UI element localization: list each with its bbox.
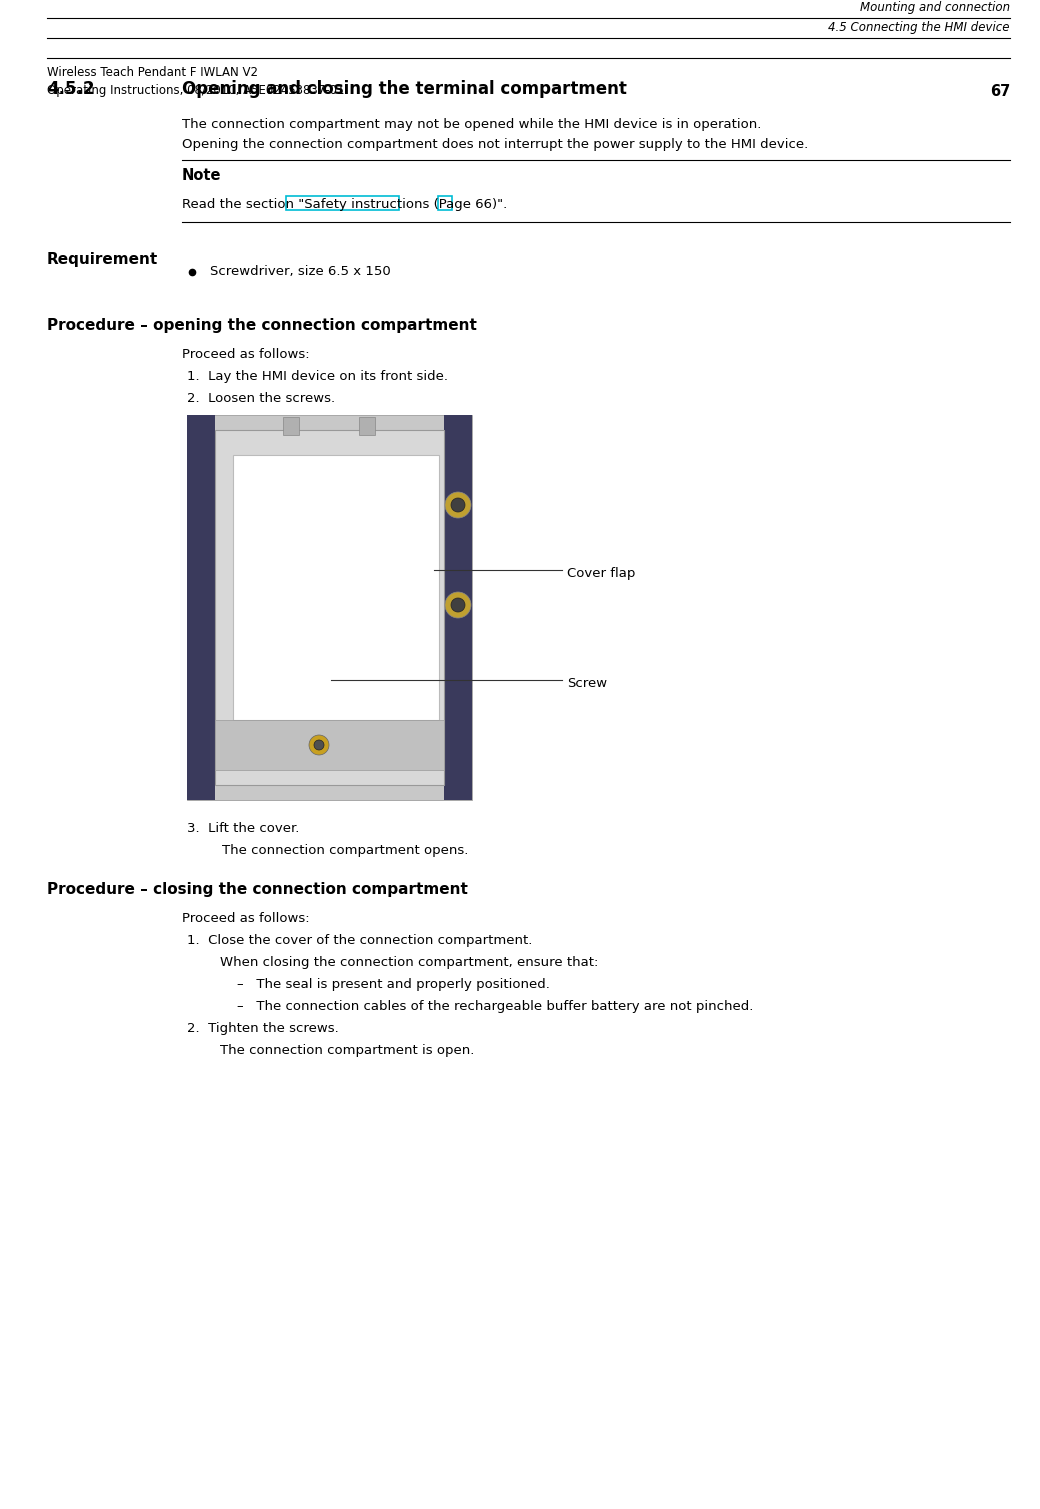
Text: The connection compartment is open.: The connection compartment is open.: [220, 1044, 474, 1056]
Text: 2.  Loosen the screws.: 2. Loosen the screws.: [187, 392, 335, 404]
Bar: [215, 720, 444, 770]
Text: Proceed as follows:: Proceed as follows:: [182, 349, 310, 361]
Bar: [283, 416, 300, 435]
Text: 1.  Lay the HMI device on its front side.: 1. Lay the HMI device on its front side.: [187, 370, 448, 383]
Bar: [215, 430, 444, 785]
Circle shape: [451, 598, 465, 613]
Bar: [187, 415, 472, 800]
Bar: [439, 196, 452, 210]
Text: Cover flap: Cover flap: [567, 567, 635, 579]
Text: Procedure – closing the connection compartment: Procedure – closing the connection compa…: [47, 881, 468, 896]
Circle shape: [309, 735, 329, 754]
Text: Read the section "Safety instructions (Page 66)".: Read the section "Safety instructions (P…: [182, 198, 508, 211]
Text: 3.  Lift the cover.: 3. Lift the cover.: [187, 822, 300, 834]
Text: 4.5 Connecting the HMI device: 4.5 Connecting the HMI device: [829, 21, 1010, 35]
Text: The connection compartment opens.: The connection compartment opens.: [222, 844, 468, 857]
Text: 67: 67: [990, 85, 1010, 100]
Text: Requirement: Requirement: [47, 252, 158, 267]
Bar: [187, 415, 215, 800]
Bar: [359, 416, 375, 435]
Circle shape: [314, 739, 324, 750]
Text: The connection compartment may not be opened while the HMI device is in operatio: The connection compartment may not be op…: [182, 118, 761, 131]
Text: 4.5.2: 4.5.2: [47, 80, 95, 98]
Text: –   The connection cables of the rechargeable buffer battery are not pinched.: – The connection cables of the rechargea…: [237, 1000, 753, 1013]
Text: Mounting and connection: Mounting and connection: [860, 2, 1010, 14]
Bar: [286, 196, 399, 210]
Bar: [233, 456, 439, 720]
Text: Note: Note: [182, 167, 222, 183]
Circle shape: [445, 592, 471, 619]
Text: Screw: Screw: [567, 678, 607, 690]
Text: 1.  Close the cover of the connection compartment.: 1. Close the cover of the connection com…: [187, 934, 532, 948]
Text: Opening and closing the terminal compartment: Opening and closing the terminal compart…: [182, 80, 627, 98]
Bar: [444, 415, 472, 800]
Text: Procedure – opening the connection compartment: Procedure – opening the connection compa…: [47, 318, 477, 333]
Text: Operating Instructions, 08/2010, A5E02453837-01: Operating Instructions, 08/2010, A5E0245…: [47, 85, 344, 97]
Text: Opening the connection compartment does not interrupt the power supply to the HM: Opening the connection compartment does …: [182, 137, 808, 151]
Text: When closing the connection compartment, ensure that:: When closing the connection compartment,…: [220, 957, 598, 969]
Text: –   The seal is present and properly positioned.: – The seal is present and properly posit…: [237, 978, 550, 991]
Text: Screwdriver, size 6.5 x 150: Screwdriver, size 6.5 x 150: [210, 266, 391, 278]
Text: Wireless Teach Pendant F IWLAN V2: Wireless Teach Pendant F IWLAN V2: [47, 66, 258, 78]
Text: 2.  Tighten the screws.: 2. Tighten the screws.: [187, 1022, 339, 1035]
Text: Proceed as follows:: Proceed as follows:: [182, 911, 310, 925]
Circle shape: [445, 492, 471, 518]
Circle shape: [451, 498, 465, 512]
